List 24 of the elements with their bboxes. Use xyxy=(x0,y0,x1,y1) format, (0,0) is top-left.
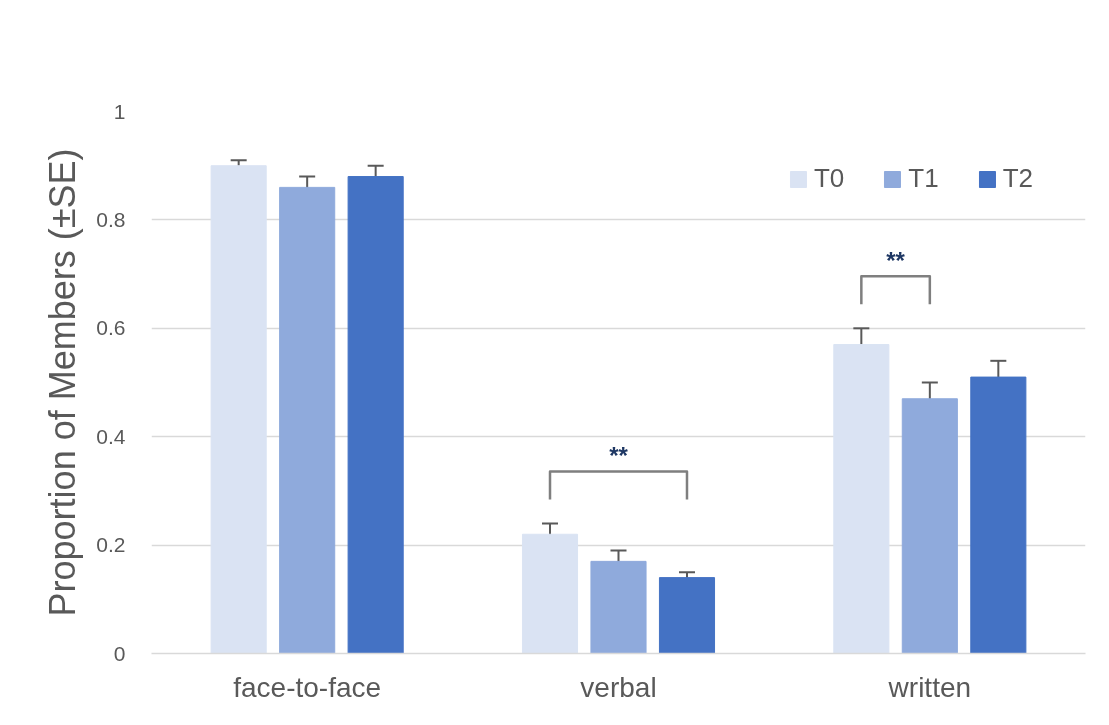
bar xyxy=(521,533,579,654)
y-axis-title: Proportion of Members (±SE) xyxy=(42,148,84,617)
annotation: ** xyxy=(609,442,629,470)
y-tick-label: 0.6 xyxy=(96,316,126,340)
x-tick-label: face-to-face xyxy=(233,671,382,703)
x-tick-label: written xyxy=(887,671,972,703)
bar xyxy=(347,176,404,654)
bar xyxy=(279,186,336,654)
y-tick-label: 0.2 xyxy=(96,533,126,557)
y-tick-label: 0.8 xyxy=(96,207,126,231)
bar xyxy=(970,376,1027,654)
annotation: ** xyxy=(886,247,906,275)
bar xyxy=(901,398,958,654)
bar xyxy=(658,577,716,654)
y-tick-label: 1 xyxy=(113,99,126,123)
y-tick-label: 0.4 xyxy=(96,424,126,448)
bar xyxy=(833,344,890,654)
legend-label: T2 xyxy=(1002,163,1033,194)
y-tick-label: 0 xyxy=(113,641,126,665)
legend-label: T0 xyxy=(813,163,845,194)
bar xyxy=(210,165,267,654)
x-tick-label: verbal xyxy=(580,671,657,703)
legend-label: T1 xyxy=(908,163,939,194)
bar xyxy=(590,560,647,654)
